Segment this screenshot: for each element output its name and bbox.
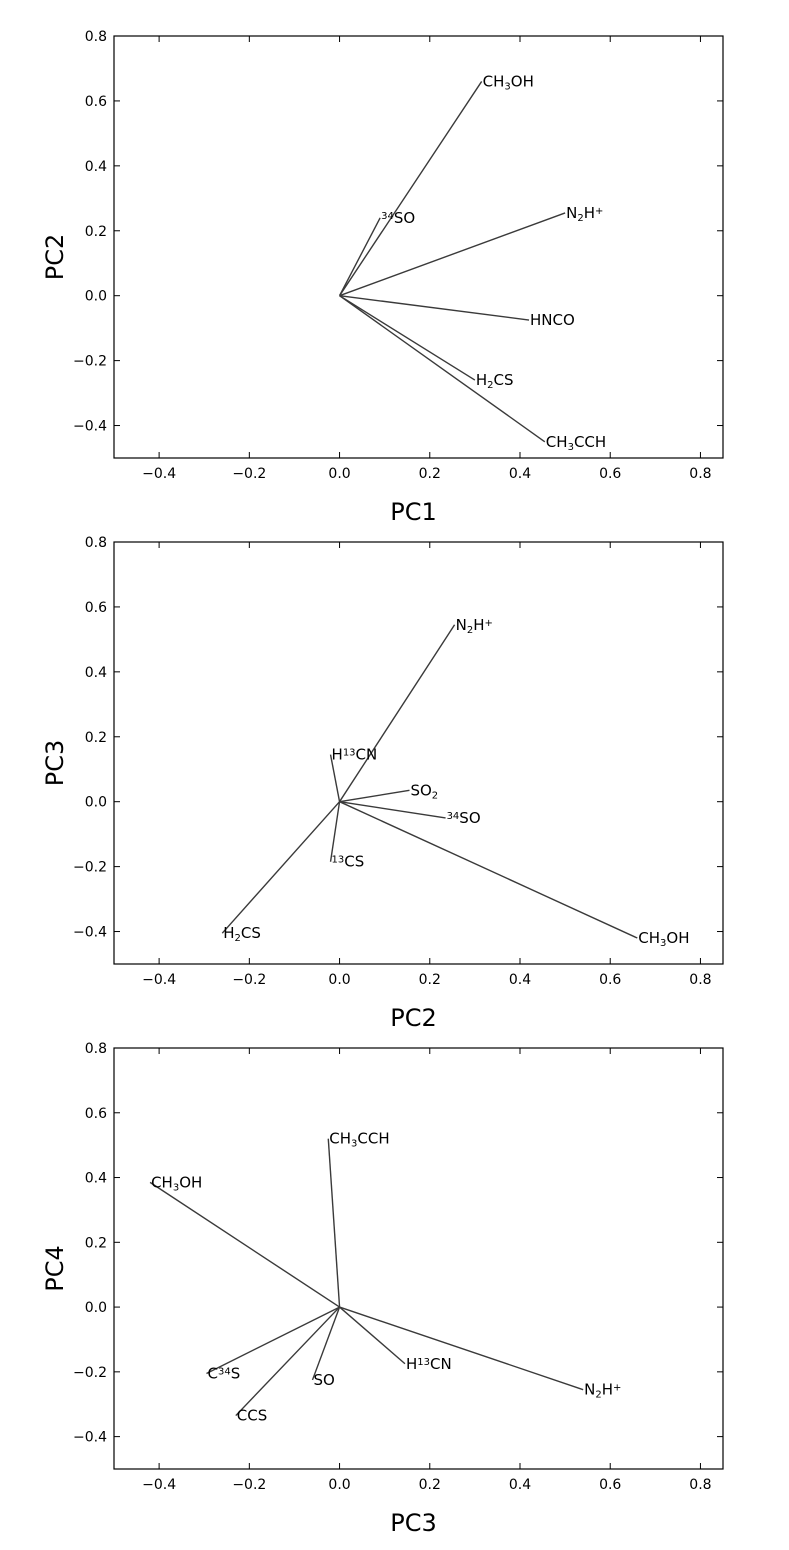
plot-frame [113, 541, 724, 965]
x-tick-label: 0.2 [419, 1477, 441, 1493]
y-tick-label: −0.4 [73, 419, 107, 435]
x-tick-label: 0.4 [509, 972, 531, 988]
y-tick-label: 0.4 [85, 1171, 107, 1187]
y-tick-label: −0.4 [73, 1430, 107, 1446]
loading-vector-h2cs [339, 295, 476, 381]
x-tick-label: 0.8 [689, 466, 711, 482]
x-tick-label: −0.4 [142, 972, 176, 988]
x-tick-label: 0.4 [509, 1477, 531, 1493]
vector-label-ch3oh: CH3OH [638, 929, 689, 949]
loading-vector-n2h+ [338, 624, 456, 803]
y-tick-label: −0.2 [73, 354, 107, 370]
loading-vector-ch3oh [339, 801, 638, 939]
x-tick-label: 0.2 [419, 466, 441, 482]
vector-label-n2h+: N2H+ [456, 616, 493, 636]
loading-vector-h2cs [221, 801, 341, 934]
loading-vector-so [311, 1306, 341, 1381]
x-tick-label: −0.4 [142, 1477, 176, 1493]
y-tick-label: 0.2 [85, 224, 107, 240]
vector-label-h2cs: H2CS [223, 924, 261, 944]
vector-label-h2cs: H2CS [476, 371, 514, 391]
loading-vector-c34s [206, 1306, 340, 1375]
loading-vector-ccs [235, 1306, 341, 1417]
loading-vector-34so [338, 217, 381, 297]
x-axis-label: PC1 [390, 498, 437, 526]
vector-label-34so: 34SO [447, 809, 481, 827]
vector-label-n2h+: N2H+ [584, 1381, 621, 1401]
loading-vector-ch3cch [339, 295, 546, 443]
vector-label-ch3cch: CH3CCH [546, 433, 606, 453]
vector-label-c34s: C34S [207, 1364, 240, 1382]
y-tick-label: −0.2 [73, 860, 107, 876]
x-tick-label: 0.0 [328, 972, 350, 988]
x-tick-label: 0.4 [509, 466, 531, 482]
chart-panel-3: CH3CCH CH3OH C34S SO CCS H13CN N2H+ −0.4 −0.2 0.0… [41, 1041, 724, 1537]
y-tick-label: −0.2 [73, 1365, 107, 1381]
vector-label-h13cn: H13CN [406, 1355, 452, 1373]
vector-label-ccs: CCS [237, 1407, 267, 1425]
loading-vector-hnco [339, 294, 530, 321]
loading-vector-ch3oh [338, 81, 483, 297]
loading-vector-h13cn [329, 754, 341, 802]
y-tick-label: 0.2 [85, 730, 107, 746]
x-tick-label: 0.8 [689, 1477, 711, 1493]
plot-frame [113, 35, 724, 459]
loading-vector-ch3cch [327, 1138, 341, 1308]
plot-frame [113, 1047, 724, 1470]
vector-label-ch3cch: CH3CCH [329, 1130, 389, 1150]
vector-label-34so: 34SO [381, 209, 415, 227]
y-tick-label: 0.0 [85, 289, 107, 305]
vector-label-h13cn: H13CN [332, 746, 378, 764]
loading-vector-34so [339, 801, 446, 819]
loading-vector-ch3oh [149, 1181, 340, 1308]
vector-label-so: SO [313, 1371, 334, 1389]
vector-label-hnco: HNCO [530, 311, 575, 329]
vector-label-ch3oh: CH3OH [151, 1173, 202, 1193]
x-tick-label: −0.4 [142, 466, 176, 482]
vector-label-n2h+: N2H+ [566, 204, 603, 224]
x-tick-label: 0.8 [689, 972, 711, 988]
y-tick-label: 0.0 [85, 1300, 107, 1316]
loading-vector-n2h+ [339, 212, 566, 297]
y-tick-label: 0.8 [85, 29, 107, 45]
y-axis-label: PC2 [41, 234, 69, 281]
x-tick-label: 0.6 [599, 972, 621, 988]
y-tick-label: 0.6 [85, 94, 107, 110]
y-axis-label: PC4 [41, 1245, 69, 1292]
x-tick-label: 0.2 [419, 972, 441, 988]
loading-vector-so2 [339, 789, 410, 803]
loading-vector-13cs [329, 801, 341, 862]
loading-vector-h13cn [339, 1306, 406, 1365]
y-tick-label: −0.4 [73, 925, 107, 941]
x-tick-label: −0.2 [232, 466, 266, 482]
y-tick-label: 0.2 [85, 1235, 107, 1251]
chart-panel-1: CH3OH 34SO N2H+ HNCO H2CS CH3CCH −0.4 −0.2 0.0 0.… [41, 29, 724, 526]
x-tick-label: −0.2 [232, 972, 266, 988]
x-tick-label: 0.6 [599, 1477, 621, 1493]
x-tick-label: −0.2 [232, 1477, 266, 1493]
vector-label-13cs: 13CS [332, 853, 365, 871]
x-tick-label: 0.0 [328, 466, 350, 482]
x-tick-label: 0.6 [599, 466, 621, 482]
vector-label-so2: SO2 [410, 781, 438, 801]
x-axis-label: PC2 [390, 1004, 437, 1032]
y-tick-label: 0.8 [85, 1041, 107, 1057]
loading-vector-n2h+ [339, 1306, 584, 1391]
vector-label-ch3oh: CH3OH [483, 72, 534, 92]
y-tick-label: 0.6 [85, 1106, 107, 1122]
x-axis-label: PC3 [390, 1509, 437, 1537]
chart-panel-2: N2H+ H13CN SO2 34SO 13CS H2CS CH3OH −0.4 −0.2 0.0… [41, 535, 724, 1032]
y-tick-label: 0.6 [85, 600, 107, 616]
y-tick-label: 0.4 [85, 665, 107, 681]
y-axis-label: PC3 [41, 740, 69, 787]
y-tick-label: 0.0 [85, 795, 107, 811]
y-tick-label: 0.8 [85, 535, 107, 551]
y-tick-label: 0.4 [85, 159, 107, 175]
x-tick-label: 0.0 [328, 1477, 350, 1493]
